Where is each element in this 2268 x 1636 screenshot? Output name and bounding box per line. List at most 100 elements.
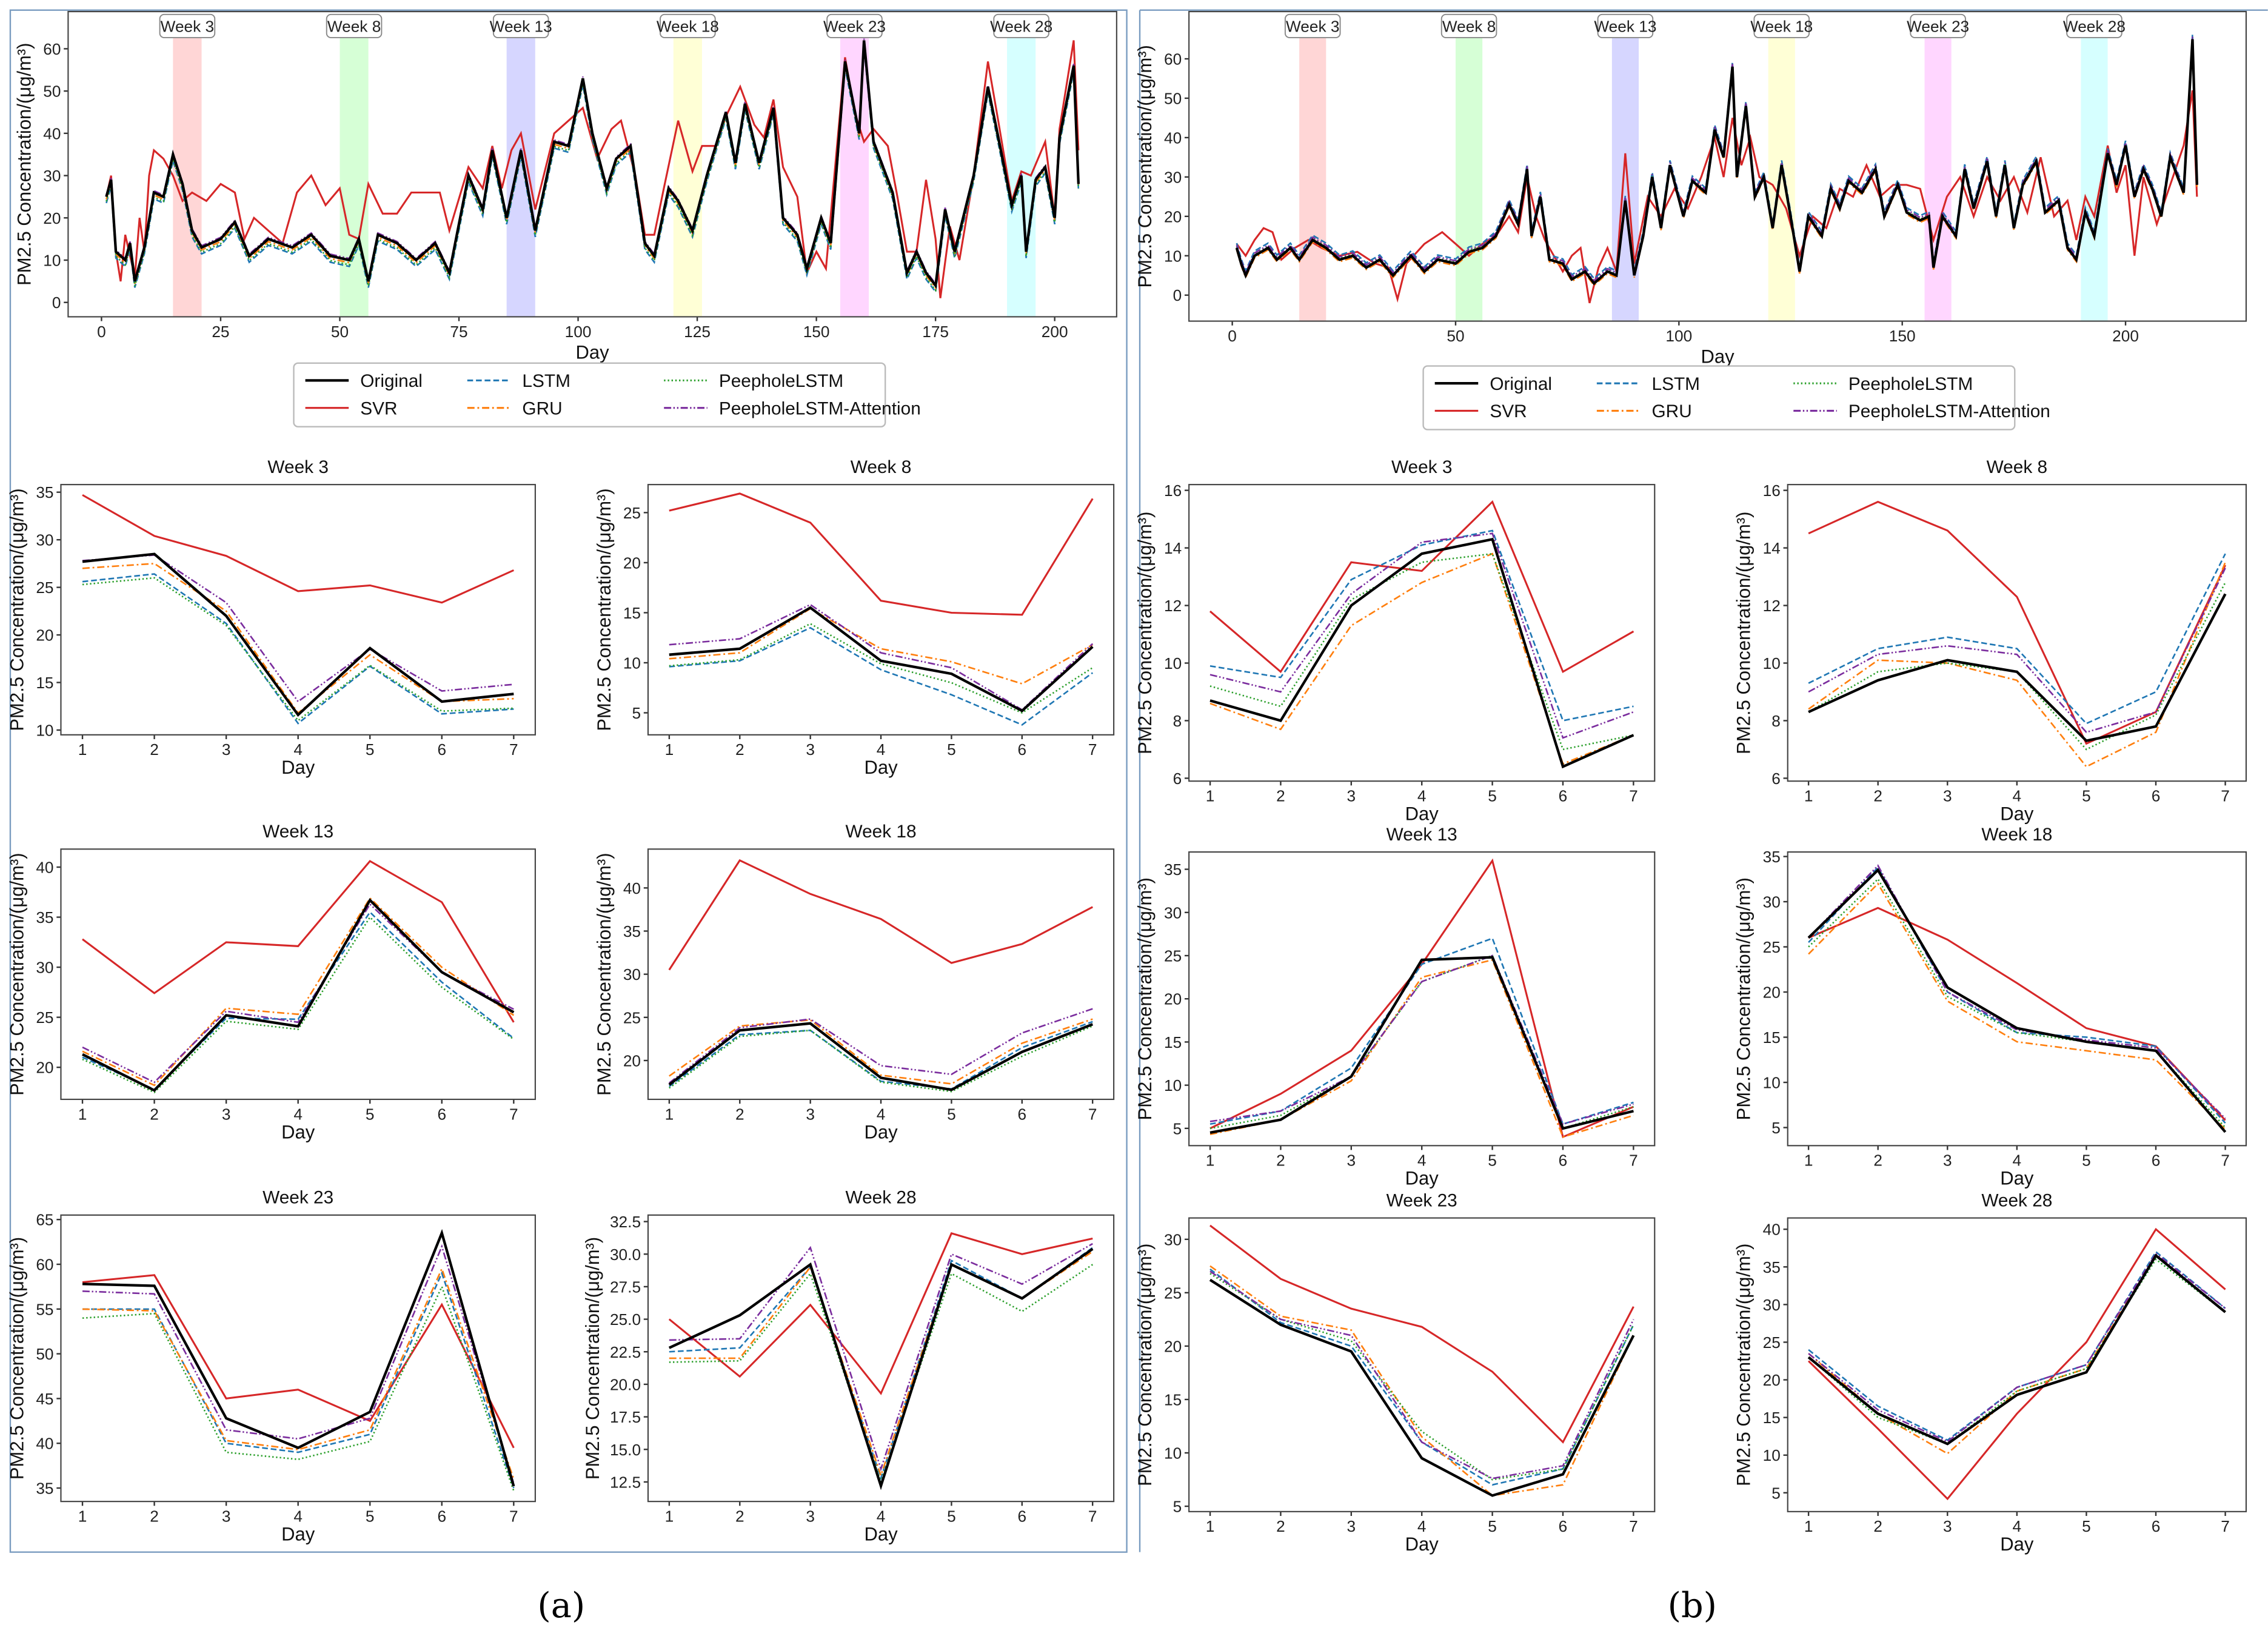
y-tick-label: 20 [1164, 990, 1182, 1008]
plot-frame [1188, 11, 2247, 322]
plot-frame [60, 848, 536, 1101]
plot-frame [1787, 484, 2247, 782]
x-tick-label: 4 [293, 1105, 303, 1123]
series-line-original [82, 897, 515, 1092]
x-tick-label: 175 [922, 323, 949, 341]
x-tick-label: 7 [1088, 1507, 1097, 1526]
series-line-original [669, 606, 1094, 712]
series-line-svr [105, 40, 1080, 298]
series-line-lstm [82, 573, 514, 725]
week-label-box [1597, 13, 1654, 38]
x-tick-label: 3 [222, 740, 231, 759]
y-tick-label: 15 [1763, 1409, 1781, 1427]
y-tick-label: 25 [1164, 1284, 1182, 1302]
y-tick-label: 25 [1164, 947, 1182, 965]
x-tick-label: 3 [806, 740, 815, 759]
a-w8-chart: 1 2 3 4 5 6 7 5 10 15 20 25 Week 8 Day PM2.5 Concentra… [594, 457, 1115, 778]
x-tick-label: 4 [1417, 787, 1427, 805]
x-tick-label: 4 [877, 1507, 886, 1526]
x-tick-label: 7 [1088, 1105, 1097, 1123]
y-tick-label: 30 [1763, 1296, 1781, 1314]
series-line-peepholelstm [1808, 1258, 2226, 1445]
x-tick-label: 7 [509, 1507, 518, 1526]
highlight-band-week-18 [673, 36, 702, 317]
y-axis-label: PM2.5 Concentration/(μg/m³) [13, 43, 35, 286]
series-line-lstm [82, 1271, 515, 1489]
b-w18-chart: 1 2 3 4 5 6 7 5 10 15 20 25 30 35 Week 18 Day PM2.5 Conc… [1733, 825, 2247, 1189]
x-tick-label: 6 [2152, 1517, 2161, 1535]
x-tick-label: 4 [293, 1507, 303, 1526]
legend-label-lstm: LSTM [522, 371, 570, 391]
chart-title: Week 8 [851, 457, 911, 477]
x-tick-label: 5 [947, 1105, 956, 1123]
series-line-svr [1236, 90, 2198, 304]
y-tick-label: 5 [1173, 1119, 1182, 1138]
series-line-gru [1808, 882, 2226, 1130]
x-tick-label: 2 [735, 740, 744, 759]
y-tick-label: 15 [1763, 1028, 1781, 1047]
b-w13-chart: 1 2 3 4 5 6 7 5 10 15 20 25 30 35 Week 13 Day PM2.5 Conc… [1134, 825, 1656, 1189]
x-tick-label: 4 [2013, 787, 2022, 805]
y-tick-label: 40 [36, 1435, 53, 1453]
y-tick-label: 30 [623, 965, 641, 984]
x-axis-label: Day [864, 1121, 898, 1142]
x-axis-label: Day [2000, 1168, 2034, 1189]
x-axis-label: Day [281, 757, 315, 778]
y-tick-label: 35 [623, 922, 641, 940]
series-line-original [1807, 1253, 2226, 1446]
y-tick-label: 50 [1164, 90, 1182, 108]
x-tick-label: 2 [150, 1507, 159, 1526]
a-w18-chart: 1 2 3 4 5 6 7 20 25 30 35 40 Week 18 Day PM2.5 Concent… [594, 822, 1115, 1142]
x-tick-label: 6 [1559, 787, 1568, 805]
series-line-gru [1209, 552, 1634, 765]
plot-frame [1188, 484, 1656, 782]
y-tick-label: 5 [1173, 1498, 1182, 1516]
x-tick-label: 5 [1488, 1152, 1497, 1170]
x-tick-label: 1 [1206, 1152, 1215, 1170]
series-line-peepholelstm-attention [1236, 36, 2198, 282]
x-axis-label: Day [864, 757, 898, 778]
series-line-peepholelstm-attention [1209, 532, 1634, 739]
chart-title: Week 28 [846, 1188, 917, 1208]
highlight-band-week-3 [1299, 36, 1326, 321]
series-line-peepholelstm-attention [1808, 864, 2226, 1119]
x-tick-label: 5 [947, 740, 956, 759]
series-line-gru [1808, 562, 2226, 768]
y-tick-label: 15 [1164, 1033, 1182, 1051]
y-tick-label: 20 [36, 1059, 53, 1077]
x-tick-label: 5 [366, 1507, 375, 1526]
series-line-peepholelstm [669, 1025, 1093, 1093]
series-line-lstm [1808, 553, 2226, 725]
x-tick-label: 4 [293, 740, 303, 759]
a-overview-chart: 0 25 50 75 100 125 150 175 200 0 10 20 30 40 50 60 Week … [13, 11, 1117, 427]
x-tick-label: 2 [1276, 1152, 1285, 1170]
y-tick-label: 10 [1164, 1444, 1182, 1463]
legend-label-gru: GRU [1652, 401, 1692, 421]
y-tick-label: 12 [1164, 597, 1182, 615]
y-tick-label: 20.0 [610, 1375, 641, 1393]
series-line-gru [1209, 1265, 1634, 1497]
series-line-original [1808, 593, 2227, 742]
chart-title: Week 18 [846, 822, 917, 842]
x-tick-label: 4 [877, 1105, 886, 1123]
x-axis-label: Day [1701, 346, 1734, 367]
week-label-box [2066, 13, 2122, 38]
y-tick-label: 35 [1763, 848, 1781, 866]
series-line-peepholelstm [669, 623, 1093, 714]
plot-frame [1787, 1217, 2247, 1512]
x-tick-label: 6 [2152, 1152, 2161, 1170]
y-tick-label: 12 [1763, 597, 1781, 615]
x-tick-label: 5 [366, 1105, 375, 1123]
series-line-peepholelstm-attention [82, 903, 514, 1084]
y-tick-label: 25 [1763, 1333, 1781, 1352]
highlight-band-week-8 [340, 36, 369, 317]
legend-label-svr: SVR [1490, 401, 1527, 421]
y-tick-label: 25 [1763, 938, 1781, 956]
y-tick-label: 5 [1771, 1119, 1781, 1137]
series-line-peepholelstm [669, 1264, 1094, 1485]
y-tick-label: 5 [1771, 1484, 1781, 1502]
series-line-lstm [1209, 529, 1634, 722]
x-tick-label: 100 [565, 323, 592, 341]
series-line-peepholelstm-attention [1808, 568, 2226, 734]
x-tick-label: 3 [222, 1105, 231, 1123]
